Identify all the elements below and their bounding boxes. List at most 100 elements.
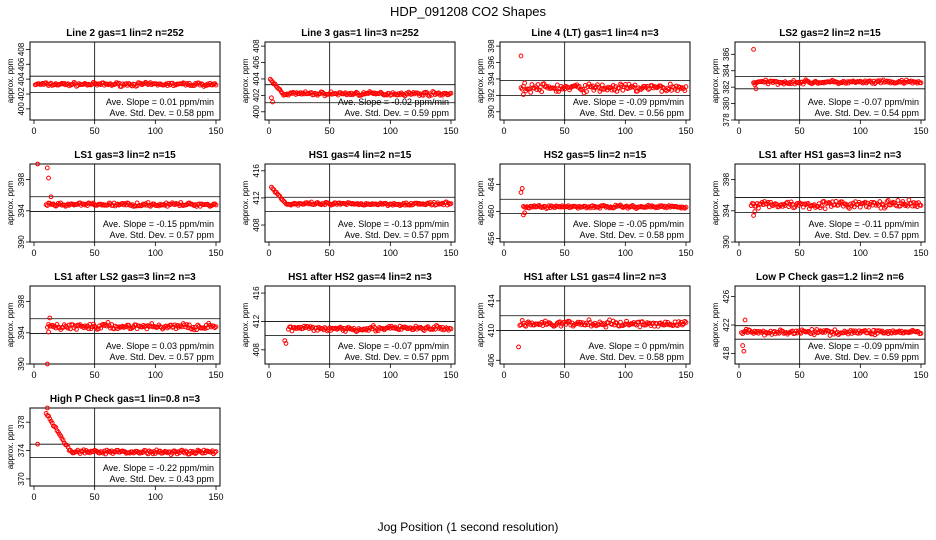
y-tick-label: 412 bbox=[252, 314, 261, 328]
panel-frame bbox=[499, 41, 691, 121]
x-tick-label: 0 bbox=[501, 126, 506, 136]
data-point-outlier bbox=[47, 315, 53, 321]
data-point bbox=[895, 198, 901, 203]
y-tick-label: 422 bbox=[722, 318, 731, 332]
slope-annotation: Ave. Slope = -0.13 ppm/min bbox=[338, 219, 449, 229]
x-tick-label: 50 bbox=[90, 492, 100, 502]
slope-annotation: Ave. Slope = -0.09 ppm/min bbox=[573, 97, 684, 107]
data-point bbox=[564, 319, 570, 325]
std-dev-annotation: Ave. Std. Dev. = 0.57 ppm bbox=[110, 230, 214, 240]
x-tick-label: 150 bbox=[208, 492, 223, 502]
slope-annotation: Ave. Slope = -0.02 ppm/min bbox=[338, 97, 449, 107]
y-tick-label: 394 bbox=[722, 204, 731, 218]
data-point bbox=[884, 199, 890, 204]
panel-frame bbox=[264, 41, 456, 121]
slope-annotation: Ave. Slope = -0.09 ppm/min bbox=[808, 341, 919, 351]
data-point bbox=[621, 84, 627, 90]
x-tick-label: 100 bbox=[383, 248, 398, 258]
y-axis-label: approx. ppm bbox=[241, 58, 250, 103]
data-point bbox=[522, 80, 528, 86]
y-axis-label: approx. ppm bbox=[711, 180, 720, 225]
slope-annotation: Ave. Slope = 0.03 ppm/min bbox=[106, 341, 214, 351]
panel-title: LS1 after LS2 gas=3 lin=2 n=3 bbox=[54, 272, 196, 283]
slope-annotation: Ave. Slope = 0.01 ppm/min bbox=[106, 97, 214, 107]
y-tick-label: 382 bbox=[722, 80, 731, 94]
panel-title: Line 3 gas=1 lin=3 n=252 bbox=[301, 28, 419, 39]
data-point-outlier bbox=[741, 348, 747, 354]
data-point bbox=[599, 82, 605, 88]
y-tick-label: 410 bbox=[487, 323, 496, 337]
std-dev-annotation: Ave. Std. Dev. = 0.54 ppm bbox=[815, 108, 919, 118]
data-point bbox=[86, 326, 91, 332]
data-point bbox=[150, 451, 156, 457]
data-point bbox=[631, 84, 637, 90]
data-point bbox=[847, 206, 852, 211]
data-point bbox=[54, 322, 60, 327]
data-point bbox=[918, 331, 924, 336]
x-tick-label: 150 bbox=[678, 370, 693, 380]
x-tick-label: 150 bbox=[443, 370, 458, 380]
data-point bbox=[819, 203, 824, 209]
data-point bbox=[448, 326, 454, 332]
y-tick-label: 394 bbox=[17, 326, 26, 340]
panel-title: Low P Check gas=1.2 lin=2 n=6 bbox=[756, 272, 904, 283]
y-tick-label: 412 bbox=[252, 191, 261, 205]
data-point bbox=[893, 330, 898, 336]
data-point bbox=[788, 199, 794, 205]
chart-panel-8: LS1 after HS1 gas=3 lin=2 n=3 0 50 100 150 39… bbox=[711, 150, 929, 258]
data-point-outlier bbox=[752, 209, 758, 214]
data-point bbox=[343, 328, 348, 334]
data-point bbox=[609, 87, 615, 93]
data-point-outlier bbox=[518, 190, 524, 195]
y-tick-label: 398 bbox=[17, 294, 26, 308]
data-point bbox=[213, 449, 219, 454]
data-point-outlier bbox=[521, 212, 526, 218]
data-point bbox=[918, 203, 924, 208]
data-point bbox=[309, 199, 314, 205]
y-tick-label: 418 bbox=[722, 346, 731, 360]
data-points bbox=[516, 317, 689, 350]
y-axis-label: approx. ppm bbox=[241, 180, 250, 225]
data-points bbox=[32, 79, 219, 89]
panel-frame bbox=[264, 285, 456, 365]
data-point bbox=[637, 324, 643, 330]
data-point-outlier bbox=[46, 175, 51, 181]
y-axis-label: approx. ppm bbox=[711, 58, 720, 103]
data-point bbox=[885, 197, 891, 203]
data-point bbox=[66, 83, 72, 89]
y-tick-label: 370 bbox=[17, 472, 26, 486]
y-tick-label: 408 bbox=[252, 218, 261, 232]
x-tick-label: 100 bbox=[618, 370, 633, 380]
panel-frame bbox=[29, 41, 221, 121]
slope-annotation: Ave. Slope = -0.15 ppm/min bbox=[103, 219, 214, 229]
data-point bbox=[760, 328, 766, 334]
data-points bbox=[748, 197, 924, 218]
data-point bbox=[867, 330, 873, 336]
y-axis-label: approx. ppm bbox=[476, 58, 485, 103]
x-tick-label: 100 bbox=[853, 370, 868, 380]
data-point bbox=[212, 201, 218, 207]
data-point bbox=[448, 201, 454, 207]
x-tick-label: 100 bbox=[148, 492, 163, 502]
x-tick-label: 150 bbox=[913, 248, 928, 258]
x-tick-label: 50 bbox=[560, 248, 570, 258]
data-point bbox=[434, 323, 439, 328]
data-point bbox=[578, 319, 583, 325]
panel-frame bbox=[29, 163, 221, 243]
chart-panel-5: LS1 gas=3 lin=2 n=15 0 50 100 150 390 394 398ap… bbox=[6, 150, 224, 258]
data-point bbox=[586, 317, 592, 323]
panel-frame bbox=[734, 41, 926, 121]
data-point-outlier bbox=[44, 405, 50, 411]
data-point bbox=[186, 200, 192, 206]
chart-panel-2: Line 3 gas=1 lin=3 n=252 0 50 100 150 400 402 4… bbox=[241, 28, 459, 136]
x-tick-label: 50 bbox=[560, 126, 570, 136]
x-tick-label: 150 bbox=[913, 370, 928, 380]
data-point bbox=[213, 202, 219, 208]
x-tick-label: 100 bbox=[148, 248, 163, 258]
data-point bbox=[792, 204, 798, 210]
data-point-outlier bbox=[751, 46, 756, 52]
data-point bbox=[683, 204, 689, 210]
data-points bbox=[269, 184, 454, 209]
data-point bbox=[662, 319, 668, 325]
